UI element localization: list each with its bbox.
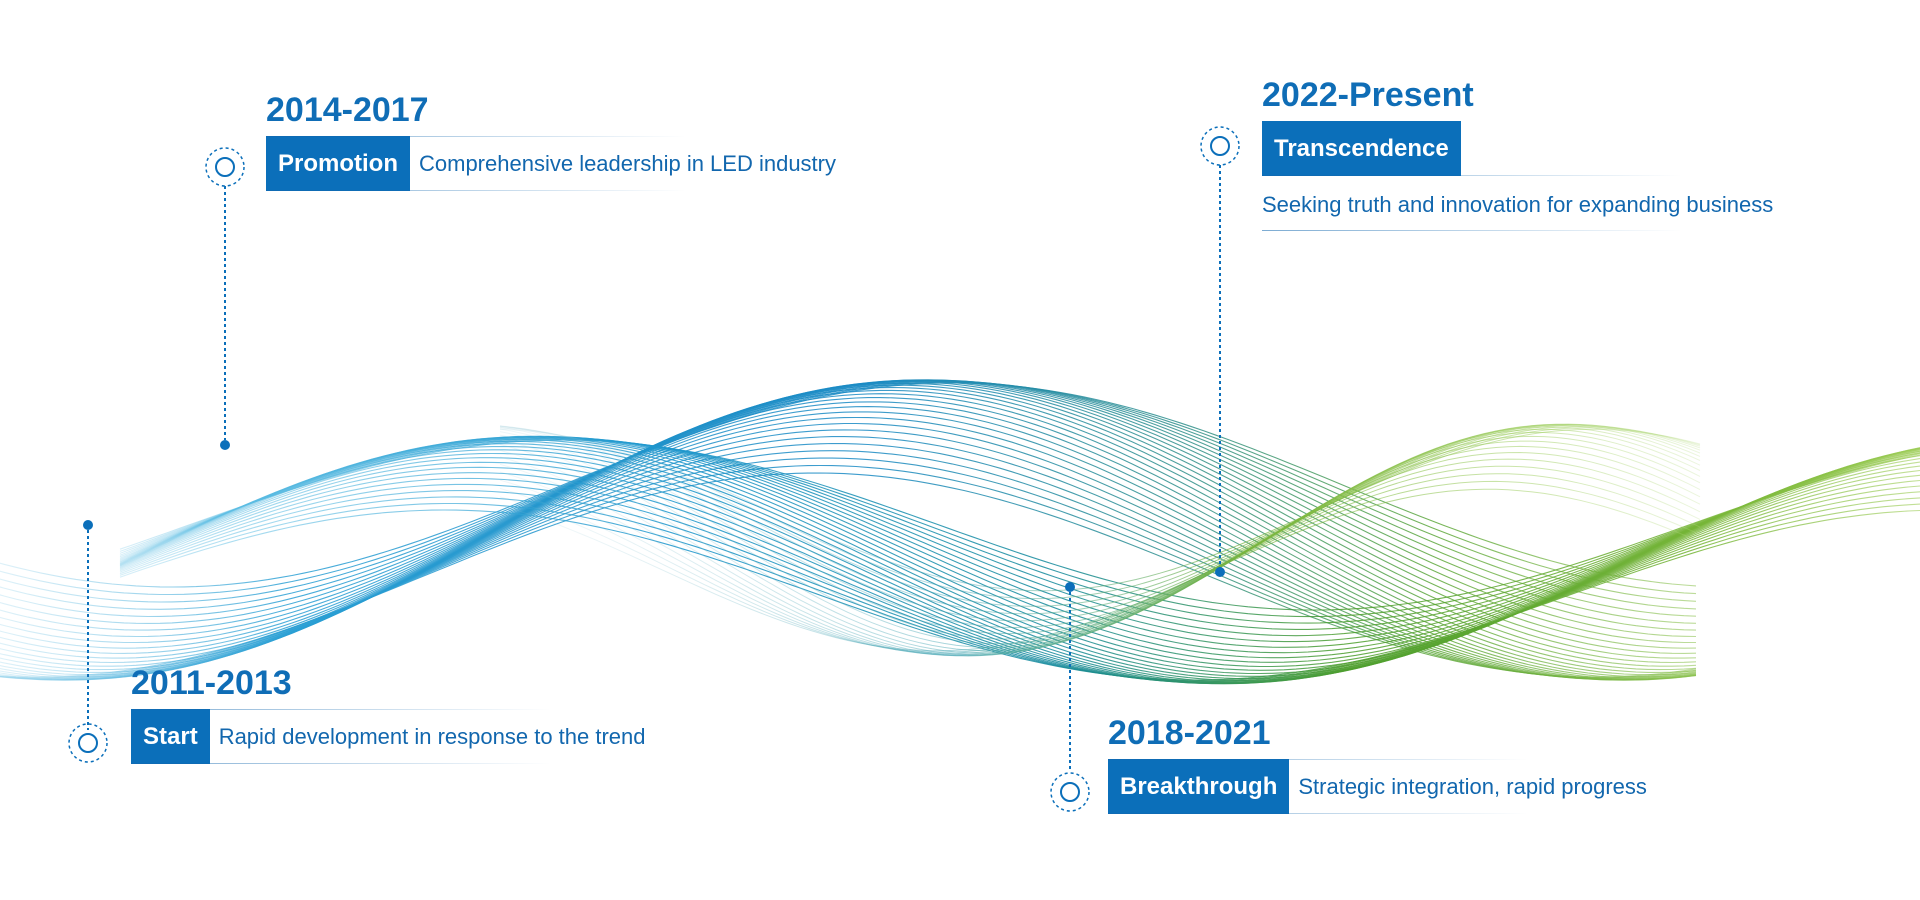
wave-line <box>499 488 1701 652</box>
wave-line <box>0 381 1697 596</box>
wave-line <box>0 442 1697 681</box>
milestone-stage-badge: Breakthrough <box>1108 759 1290 814</box>
wave-line <box>0 436 1697 681</box>
milestone-description: Rapid development in response to the tre… <box>218 724 646 749</box>
wave-anchor-dot <box>1215 567 1225 577</box>
node-core-icon <box>1210 136 1230 156</box>
wave-anchor-dot <box>83 520 93 530</box>
wave-line <box>499 458 1701 657</box>
wave-line <box>119 437 1920 624</box>
divider-bottom <box>131 763 551 764</box>
wave-bundle-mixed <box>119 435 1920 685</box>
milestone-description: Seeking truth and innovation for expandi… <box>1262 192 1774 217</box>
wave-line <box>0 384 1697 659</box>
wave-line <box>119 502 1920 682</box>
wave-line <box>0 429 1697 681</box>
wave-line <box>0 380 1697 610</box>
node-core-icon <box>1060 782 1080 802</box>
wave-line <box>499 465 1701 656</box>
wave-line <box>0 422 1697 681</box>
wave-line <box>499 480 1701 653</box>
node-ring-icon <box>68 723 108 763</box>
node-ring-icon <box>1200 126 1240 166</box>
node-core-icon <box>78 733 98 753</box>
milestone-period: 2014-2017 <box>266 91 429 129</box>
milestone-stage-badge: Promotion <box>266 136 410 191</box>
wave-line <box>119 466 1920 685</box>
wave-line <box>499 424 1701 640</box>
divider-top <box>1108 759 1528 760</box>
wave-line <box>499 428 1701 592</box>
milestone-period: 2011-2013 <box>131 664 292 702</box>
wave-anchor-dot <box>1065 582 1075 592</box>
milestone-badge-row: Start Rapid development in response to t… <box>131 709 646 764</box>
wave-line <box>499 440 1701 656</box>
wave-bundle-green <box>499 423 1701 657</box>
divider-bottom <box>1262 175 1682 176</box>
wave-line <box>499 428 1701 649</box>
wave-line <box>499 451 1701 657</box>
milestone-transcendence: 2022-Present Transcendence Seeking truth… <box>1262 75 1773 231</box>
marker-breakthrough <box>1050 582 1090 812</box>
wave-line <box>119 483 1920 684</box>
divider-bottom <box>1108 813 1528 814</box>
milestone-badge-row: Breakthrough Strategic integration, rapi… <box>1108 759 1647 814</box>
wave-bundle-blue <box>0 379 1697 681</box>
milestone-promotion: 2014-2017 Promotion Comprehensive leader… <box>266 90 836 191</box>
wave-line <box>499 425 1701 607</box>
marker-promotion <box>205 147 245 450</box>
milestone-description: Comprehensive leadership in LED industry <box>419 151 836 176</box>
node-ring-icon <box>1050 772 1090 812</box>
wave-line <box>119 439 1920 611</box>
marker-transcendence <box>1200 126 1240 577</box>
milestone-breakthrough: 2018-2021 Breakthrough Strategic integra… <box>1108 713 1647 814</box>
wave-line <box>119 490 1920 684</box>
wave-line <box>119 509 1920 681</box>
divider-top <box>266 136 686 137</box>
milestone-badge-row: Promotion Comprehensive leadership in LE… <box>266 136 836 191</box>
node-ring-icon <box>205 147 245 187</box>
divider-top <box>131 709 551 710</box>
milestone-start: 2011-2013 Start Rapid development in res… <box>131 663 646 764</box>
milestone-period: 2022-Present <box>1262 76 1474 114</box>
milestone-badge-row: Transcendence <box>1262 121 1773 176</box>
node-core-icon <box>215 157 235 177</box>
wave-line <box>119 496 1920 683</box>
wave-line <box>499 445 1701 657</box>
wave-line <box>499 473 1701 655</box>
wave-line <box>0 381 1697 649</box>
marker-start <box>68 520 108 763</box>
wave-line <box>0 382 1697 654</box>
divider-bottom <box>266 190 686 191</box>
milestone-period: 2018-2021 <box>1108 714 1271 752</box>
wave-line <box>499 424 1701 615</box>
milestone-stage-badge: Transcendence <box>1262 121 1461 176</box>
milestone-stage-badge: Start <box>131 709 210 764</box>
wave-line <box>0 457 1697 680</box>
divider-below <box>1262 230 1682 231</box>
wave-anchor-dot <box>220 440 230 450</box>
milestone-description: Strategic integration, rapid progress <box>1298 774 1647 799</box>
